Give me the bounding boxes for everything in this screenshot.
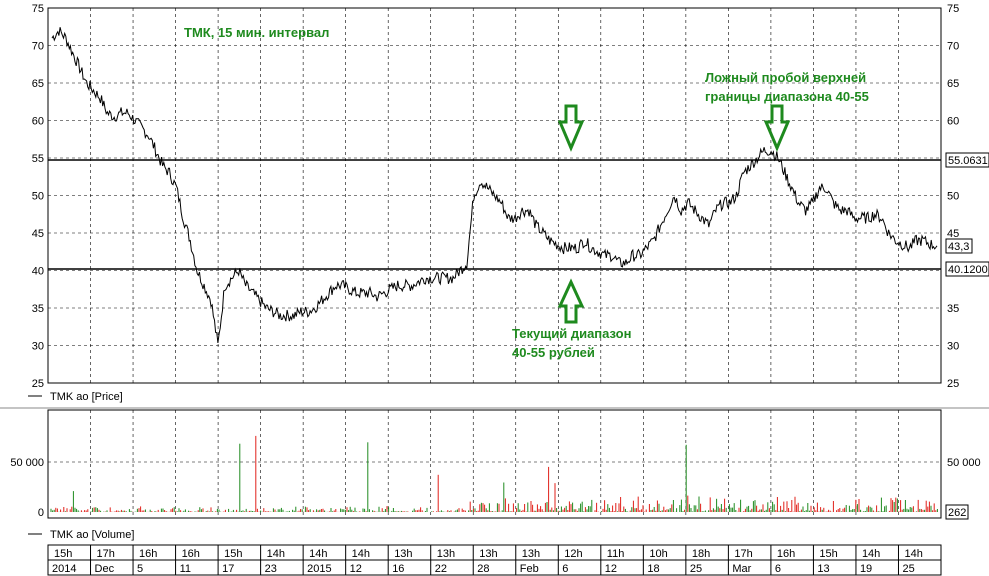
x-tick-label-bottom: 25 <box>902 563 914 575</box>
level-label-55-box <box>945 152 989 168</box>
volume-tick-50000-left: 50 000 <box>10 457 44 469</box>
price-series-line <box>51 27 938 343</box>
x-tick-label-top: 14h <box>904 548 922 560</box>
y-tick-right: 50 <box>947 191 959 203</box>
y-tick-right: 65 <box>947 78 959 90</box>
x-tick-label-top: 12h <box>564 548 582 560</box>
last-price-box <box>945 238 973 254</box>
level-label-40: 40.1200 <box>948 264 988 276</box>
x-tick-label-bottom: 16 <box>392 563 404 575</box>
x-tick-label-bottom: 11 <box>180 563 191 575</box>
y-tick-left: 45 <box>32 228 44 240</box>
x-tick-label-bottom: 17 <box>222 563 234 575</box>
y-tick-left: 25 <box>32 378 44 390</box>
x-tick-label-bottom: 5 <box>137 563 143 575</box>
price-y-axis-left: 25 30 35 40 45 50 55 60 65 70 75 <box>32 3 44 390</box>
volume-legend-label: TMK ao [Volume] <box>50 529 134 541</box>
x-tick-label-bottom: 12 <box>605 563 617 575</box>
last-volume-label: 262 <box>948 507 966 519</box>
x-tick-label-top: 17h <box>734 548 752 560</box>
x-tick-label-bottom: Mar <box>732 563 751 575</box>
y-tick-right: 60 <box>947 116 959 128</box>
level-label-55: 55.0631 <box>948 155 988 167</box>
price-grid <box>48 7 941 384</box>
range-annotation-line2: 40-55 рублей <box>512 345 595 360</box>
x-tick-label-top: 14h <box>267 548 285 560</box>
x-tick-label-bottom: 13 <box>817 563 829 575</box>
price-legend-label: TMK ao [Price] <box>50 391 123 403</box>
arrow-down-icon <box>557 104 585 152</box>
x-tick-label-bottom: 23 <box>265 563 277 575</box>
y-tick-left: 70 <box>32 41 44 53</box>
x-tick-label-bottom: 2015 <box>307 563 331 575</box>
x-tick-label-top: 10h <box>649 548 667 560</box>
x-tick-label-bottom: 6 <box>775 563 781 575</box>
y-tick-left: 55 <box>32 153 44 165</box>
y-tick-left: 50 <box>32 191 44 203</box>
y-tick-left: 30 <box>32 341 44 353</box>
arrow-up-icon <box>557 278 585 324</box>
x-tick-label-top: 13h <box>479 548 497 560</box>
y-tick-right: 25 <box>947 378 959 390</box>
x-tick-label-top: 16h <box>777 548 795 560</box>
x-tick-label-top: 13h <box>394 548 412 560</box>
y-tick-right: 45 <box>947 228 959 240</box>
x-tick-label-bottom: 19 <box>860 563 872 575</box>
y-tick-right: 30 <box>947 341 959 353</box>
x-tick-label-top: 14h <box>352 548 370 560</box>
arrow-down-icon <box>763 104 791 152</box>
x-tick-label-top: 13h <box>522 548 540 560</box>
x-tick-label-top: 15h <box>224 548 242 560</box>
x-tick-label-bottom: 25 <box>690 563 702 575</box>
x-tick-label-bottom: 22 <box>435 563 447 575</box>
volume-bars <box>50 435 938 512</box>
x-tick-label-bottom: 12 <box>350 563 362 575</box>
range-annotation-line1: Текущий диапазон <box>512 326 631 341</box>
x-tick-label-bottom: 2014 <box>52 563 76 575</box>
y-tick-left: 75 <box>32 3 44 15</box>
last-volume-box <box>945 504 969 520</box>
x-tick-label-top: 13h <box>437 548 455 560</box>
x-axis-labels: 15h 17h 16h 16h 15h 14h 14h 14h 13h 13h 13h 13h 12h 1… <box>52 545 923 575</box>
y-tick-left: 35 <box>32 303 44 315</box>
y-tick-left: 60 <box>32 116 44 128</box>
volume-tick-50000-right: 50 000 <box>947 457 981 469</box>
y-tick-left: 65 <box>32 78 44 90</box>
volume-panel <box>47 409 942 519</box>
x-tick-label-top: 18h <box>692 548 710 560</box>
x-tick-label-bottom: 6 <box>562 563 568 575</box>
y-tick-right: 70 <box>947 41 959 53</box>
volume-tick-0-left: 0 <box>38 507 44 519</box>
y-tick-right: 35 <box>947 303 959 315</box>
y-tick-left: 40 <box>32 266 44 278</box>
x-tick-label-top: 15h <box>819 548 837 560</box>
false-breakout-line1: Ложный пробой верхней <box>705 70 866 85</box>
x-tick-label-top: 16h <box>139 548 157 560</box>
x-tick-label-top: 14h <box>309 548 327 560</box>
last-price-label: 43,3 <box>948 241 969 253</box>
x-tick-label-top: 14h <box>862 548 880 560</box>
x-tick-label-bottom: Feb <box>520 563 539 575</box>
y-tick-right: 75 <box>947 3 959 15</box>
level-label-40-box <box>945 261 989 277</box>
false-breakout-line2: границы диапазона 40-55 <box>705 89 869 104</box>
x-tick-label-top: 16h <box>182 548 200 560</box>
x-tick-label-bottom: 28 <box>477 563 489 575</box>
x-tick-label-bottom: Dec <box>95 563 115 575</box>
x-tick-label-bottom: 18 <box>647 563 659 575</box>
x-tick-label-top: 15h <box>54 548 72 560</box>
chart-title: ТМК, 15 мин. интервал <box>184 25 329 40</box>
x-tick-label-top: 17h <box>97 548 115 560</box>
x-tick-label-top: 11h <box>607 548 625 560</box>
